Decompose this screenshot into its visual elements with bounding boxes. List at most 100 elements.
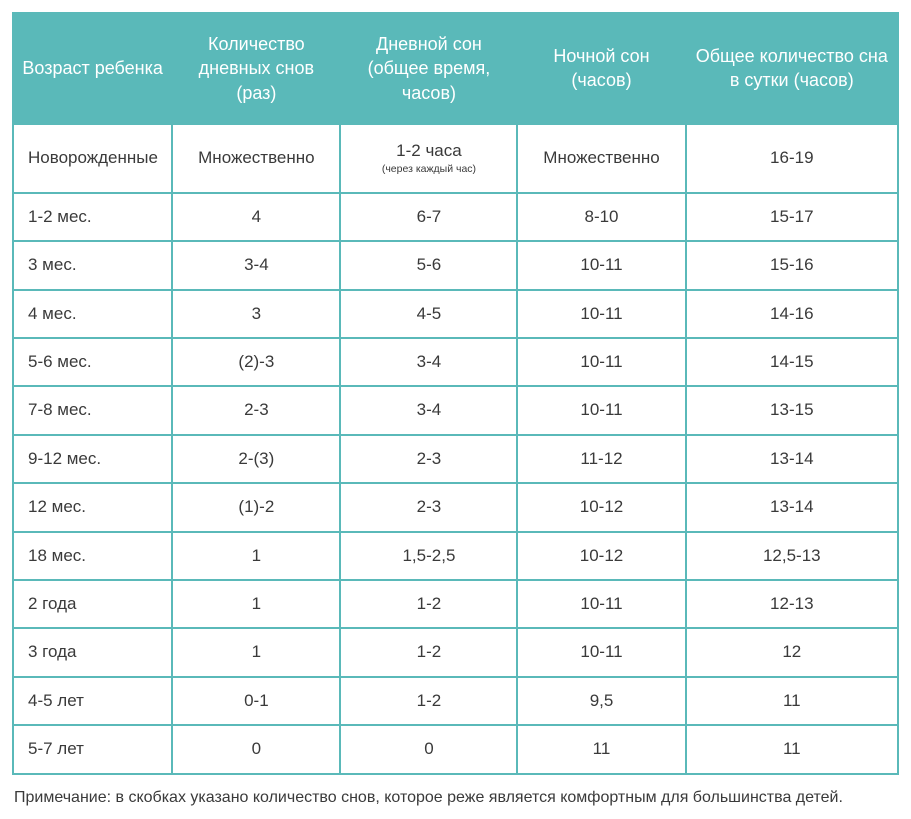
table-row: НоворожденныеМножественно1-2 часа(через … (13, 124, 898, 193)
cell-night-sleep: 10-11 (517, 580, 685, 628)
cell-night-sleep: 10-11 (517, 241, 685, 289)
cell-age: 5-6 мес. (13, 338, 172, 386)
table-row: 4-5 лет0-11-29,511 (13, 677, 898, 725)
cell-day-main: 1-2 (345, 642, 512, 662)
cell-naps: Множественно (172, 124, 340, 193)
cell-night-sleep: Множественно (517, 124, 685, 193)
cell-total-sleep: 11 (686, 725, 898, 773)
table-row: 2 года11-210-1112-13 (13, 580, 898, 628)
cell-night-sleep: 10-11 (517, 386, 685, 434)
cell-naps: 1 (172, 628, 340, 676)
cell-day-sleep: 3-4 (340, 386, 517, 434)
cell-age: 4-5 лет (13, 677, 172, 725)
cell-total-sleep: 14-15 (686, 338, 898, 386)
cell-total-sleep: 14-16 (686, 290, 898, 338)
cell-naps: 1 (172, 580, 340, 628)
cell-day-sleep: 4-5 (340, 290, 517, 338)
cell-total-sleep: 13-15 (686, 386, 898, 434)
cell-total-sleep: 15-16 (686, 241, 898, 289)
cell-naps: (1)-2 (172, 483, 340, 531)
cell-total-sleep: 13-14 (686, 435, 898, 483)
cell-day-main: 1-2 часа (345, 141, 512, 161)
cell-day-main: 3-4 (345, 352, 512, 372)
cell-total-sleep: 16-19 (686, 124, 898, 193)
table-header: Возраст ребенка Количество дневных снов … (13, 13, 898, 124)
table-row: 5-7 лет001111 (13, 725, 898, 773)
cell-day-sub: (через каждый час) (345, 163, 512, 176)
cell-age: 9-12 мес. (13, 435, 172, 483)
cell-day-main: 1-2 (345, 594, 512, 614)
cell-naps: 3-4 (172, 241, 340, 289)
cell-age: 4 мес. (13, 290, 172, 338)
cell-naps: 0-1 (172, 677, 340, 725)
cell-day-main: 2-3 (345, 497, 512, 517)
table-row: 9-12 мес.2-(3)2-311-1213-14 (13, 435, 898, 483)
cell-night-sleep: 10-12 (517, 532, 685, 580)
cell-night-sleep: 10-11 (517, 290, 685, 338)
cell-age: 5-7 лет (13, 725, 172, 773)
table-row: 3 мес.3-45-610-1115-16 (13, 241, 898, 289)
cell-total-sleep: 12 (686, 628, 898, 676)
cell-night-sleep: 11 (517, 725, 685, 773)
cell-day-main: 1,5-2,5 (345, 546, 512, 566)
table-row: 18 мес.11,5-2,510-1212,5-13 (13, 532, 898, 580)
cell-day-main: 0 (345, 739, 512, 759)
cell-day-sleep: 5-6 (340, 241, 517, 289)
table-body: НоворожденныеМножественно1-2 часа(через … (13, 124, 898, 774)
cell-naps: 2-(3) (172, 435, 340, 483)
cell-day-sleep: 1-2 часа (через каждый час) (340, 124, 517, 193)
cell-age: 12 мес. (13, 483, 172, 531)
cell-day-main: 5-6 (345, 255, 512, 275)
cell-naps: 4 (172, 193, 340, 241)
cell-total-sleep: 11 (686, 677, 898, 725)
cell-night-sleep: 8-10 (517, 193, 685, 241)
cell-day-sleep: 6-7 (340, 193, 517, 241)
table-row: 5-6 мес.(2)-33-410-1114-15 (13, 338, 898, 386)
cell-night-sleep: 9,5 (517, 677, 685, 725)
cell-day-sleep: 1,5-2,5 (340, 532, 517, 580)
cell-day-sleep: 1-2 (340, 677, 517, 725)
cell-night-sleep: 10-12 (517, 483, 685, 531)
cell-day-main: 3-4 (345, 400, 512, 420)
cell-day-sleep: 1-2 (340, 628, 517, 676)
cell-day-main: 1-2 (345, 691, 512, 711)
cell-naps: 3 (172, 290, 340, 338)
cell-age: 3 мес. (13, 241, 172, 289)
footnote: Примечание: в скобках указано количество… (12, 789, 899, 807)
sleep-table: Возраст ребенка Количество дневных снов … (12, 12, 899, 775)
cell-age: 3 года (13, 628, 172, 676)
cell-total-sleep: 15-17 (686, 193, 898, 241)
col-day-sleep: Дневной сон (общее время, часов) (340, 13, 517, 124)
col-naps: Количество дневных снов (раз) (172, 13, 340, 124)
table-row: 12 мес.(1)-22-310-1213-14 (13, 483, 898, 531)
cell-total-sleep: 12,5-13 (686, 532, 898, 580)
cell-day-main: 2-3 (345, 449, 512, 469)
cell-night-sleep: 10-11 (517, 338, 685, 386)
cell-age: 7-8 мес. (13, 386, 172, 434)
col-total-sleep: Общее количество сна в сутки (часов) (686, 13, 898, 124)
cell-total-sleep: 13-14 (686, 483, 898, 531)
cell-naps: 1 (172, 532, 340, 580)
cell-naps: (2)-3 (172, 338, 340, 386)
cell-age: 2 года (13, 580, 172, 628)
cell-age: Новорожденные (13, 124, 172, 193)
cell-age: 18 мес. (13, 532, 172, 580)
col-age: Возраст ребенка (13, 13, 172, 124)
cell-night-sleep: 11-12 (517, 435, 685, 483)
cell-age: 1-2 мес. (13, 193, 172, 241)
cell-day-main: 6-7 (345, 207, 512, 227)
table-row: 1-2 мес.46-78-1015-17 (13, 193, 898, 241)
cell-night-sleep: 10-11 (517, 628, 685, 676)
table-row: 3 года11-210-1112 (13, 628, 898, 676)
cell-naps: 2-3 (172, 386, 340, 434)
cell-day-main: 4-5 (345, 304, 512, 324)
col-night-sleep: Ночной сон (часов) (517, 13, 685, 124)
cell-day-sleep: 2-3 (340, 435, 517, 483)
table-row: 4 мес.34-510-1114-16 (13, 290, 898, 338)
cell-day-sleep: 3-4 (340, 338, 517, 386)
cell-day-sleep: 0 (340, 725, 517, 773)
table-row: 7-8 мес.2-33-410-1113-15 (13, 386, 898, 434)
cell-day-sleep: 1-2 (340, 580, 517, 628)
cell-day-sleep: 2-3 (340, 483, 517, 531)
cell-total-sleep: 12-13 (686, 580, 898, 628)
